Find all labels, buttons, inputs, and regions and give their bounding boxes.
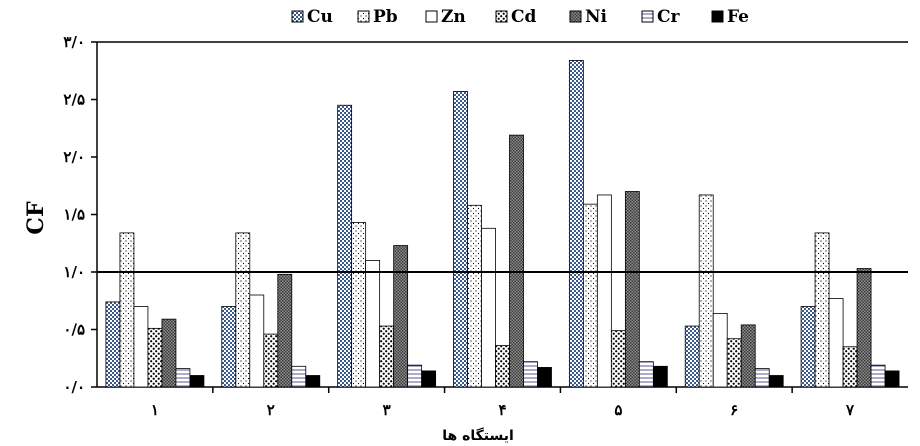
bar-cu-6 [684,325,700,388]
bar-cr-6 [754,368,770,388]
bar-pb-6 [698,194,714,388]
bar-pb-1 [119,232,135,388]
bar-ni-3 [393,245,409,388]
bar-cd-3 [379,325,395,388]
bar-pb-3 [351,222,367,388]
bar-fe-1 [189,375,205,388]
x-tick-label: ۴ [498,401,506,419]
bar-cd-5 [610,330,626,388]
bar-zn-1 [133,306,149,388]
bar-ni-4 [509,134,524,388]
x-tick-label: ۵ [614,401,622,419]
y-tick-label: ۰/۰ [63,378,85,396]
legend-swatch-ni [569,10,582,23]
bar-cr-4 [523,361,538,388]
x-tick-label: ۱ [151,401,159,419]
x-tick-label: ۶ [730,401,738,419]
bar-ni-7 [856,268,872,388]
bar-cr-7 [870,364,886,388]
x-axis: ۱ ۲ ۳ ۴ ۵ ۶ ۷ [97,386,908,419]
legend-label-cd: Cd [511,7,537,27]
bar-zn-4 [481,227,496,388]
x-axis-title: ایستگاه ها [442,427,514,444]
bar-cr-2 [291,365,307,388]
legend-label-cr: Cr [657,7,681,27]
y-tick-label: ۰/۵ [63,321,85,339]
legend-label-zn: Zn [441,7,466,27]
bar-fe-4 [537,367,552,388]
legend-swatch-cd [495,10,508,23]
bar-zn-5 [596,194,612,388]
bar-zn-2 [249,294,265,388]
bar-ni-2 [277,273,293,388]
bar-fe-2 [305,375,321,388]
legend-swatch-fe [711,10,724,23]
bar-pb-5 [582,203,598,388]
bar-ni-5 [624,191,640,388]
legend-swatch-zn [425,10,438,23]
bar-pb-4 [467,204,482,388]
bar-pb-7 [814,232,830,388]
bars [97,60,908,388]
bar-cu-7 [800,306,816,388]
bar-fe-3 [421,370,437,388]
y-axis: ۰/۰ ۰/۵ ۱/۰ ۱/۵ ۲/۰ ۲/۵ ۳/۰ [63,33,908,396]
legend-swatch-cr [641,10,654,23]
bar-fe-5 [652,365,668,388]
x-tick-label: ۷ [845,401,855,419]
legend-label-ni: Ni [585,7,608,27]
y-tick-label: ۲/۰ [63,148,85,166]
bar-fe-6 [768,375,784,388]
x-tick-label: ۳ [383,401,391,419]
y-tick-label: ۱/۰ [63,263,85,281]
legend-swatch-pb [357,10,370,23]
y-axis-title: CF [23,201,49,235]
bar-cr-5 [638,361,654,388]
bar-cu-1 [105,301,121,388]
bar-cu-5 [568,60,584,388]
bar-cd-1 [147,327,163,388]
x-tick-label: ۲ [267,401,275,419]
bar-cu-2 [221,306,237,388]
bar-cd-6 [726,338,742,388]
y-tick-label: ۱/۵ [63,206,85,224]
legend-label-fe: Fe [727,7,749,27]
y-tick-label: ۲/۵ [63,91,85,109]
bar-cu-4 [453,91,468,388]
bar-cd-4 [495,345,510,388]
bar-ni-1 [161,318,177,388]
bar-zn-3 [365,260,381,388]
bar-cr-1 [175,368,191,388]
bar-cr-3 [407,364,423,388]
bar-cd-2 [263,333,279,388]
bar-zn-7 [828,298,844,388]
legend: Cu Pb Zn Cd Ni Cr Fe [291,7,749,27]
legend-swatch-cu [291,10,304,23]
bar-fe-7 [884,370,900,388]
bar-ni-6 [740,324,756,388]
bar-zn-6 [712,312,728,388]
bar-pb-2 [235,232,251,388]
bar-cu-3 [337,104,353,388]
y-tick-label: ۳/۰ [63,33,85,51]
bar-cd-7 [842,346,858,388]
legend-label-cu: Cu [307,7,333,27]
legend-label-pb: Pb [373,7,398,27]
